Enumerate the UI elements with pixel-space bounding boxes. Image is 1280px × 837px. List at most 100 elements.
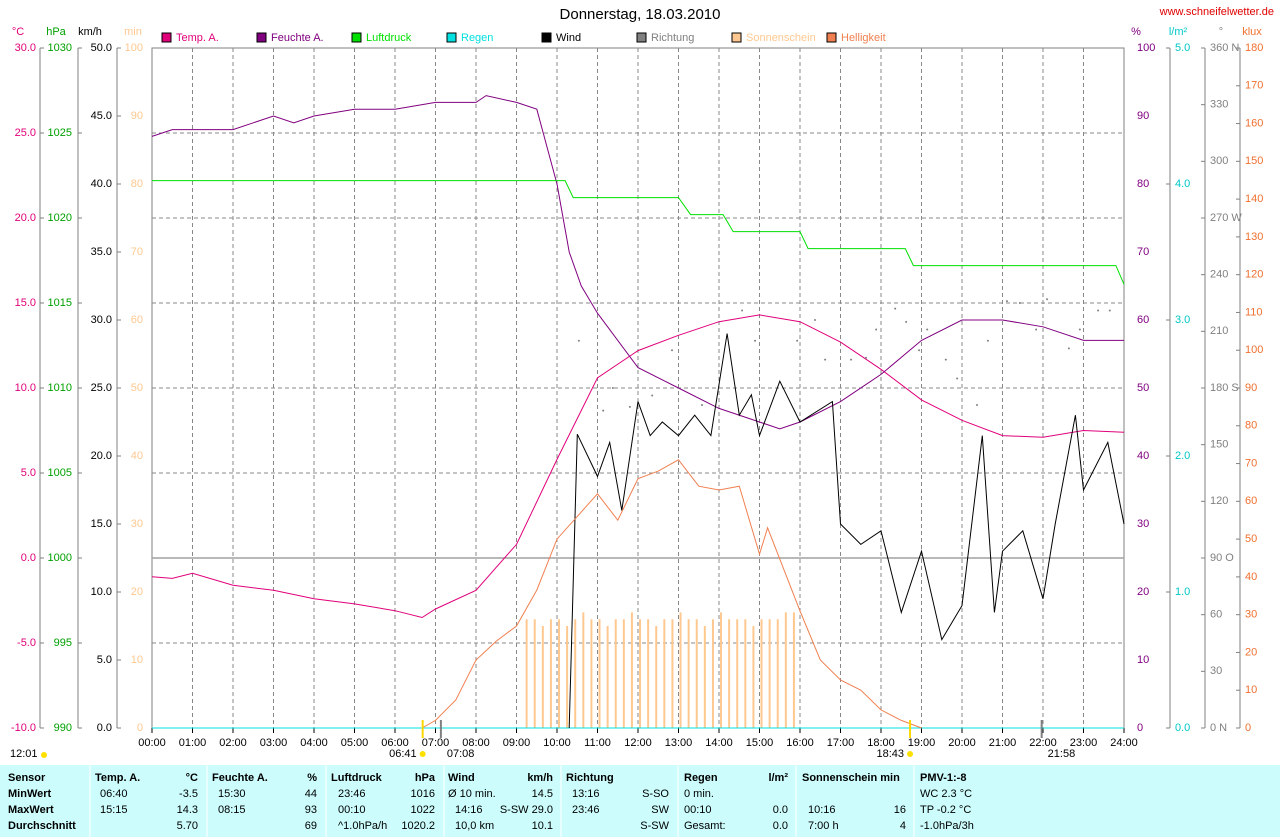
x-tick-label: 01:00 xyxy=(179,737,207,749)
table-cell: WC 2.3 °C xyxy=(920,788,972,800)
x-tick-label: 03:00 xyxy=(260,737,288,749)
data-point xyxy=(577,339,580,342)
y-tick-label: 995 xyxy=(54,637,72,649)
table-cell: 00:10 xyxy=(338,804,366,816)
y-tick-label: 240 xyxy=(1210,269,1228,281)
legend-label: Temp. A. xyxy=(176,32,219,44)
x-tick-label: 11:00 xyxy=(584,737,611,749)
y-tick-label: 0.0 xyxy=(21,552,36,564)
table-cell: 14:16 xyxy=(455,804,483,816)
table-cell: 08:15 xyxy=(218,804,246,816)
table-background xyxy=(0,765,1280,837)
data-line xyxy=(568,333,1125,729)
data-point xyxy=(1078,328,1081,331)
x-tick-label: 05:00 xyxy=(341,737,369,749)
legend-label: Richtung xyxy=(651,32,694,44)
table-cell: 00:10 xyxy=(684,804,712,816)
y-tick-label: 180 xyxy=(1245,42,1263,54)
sun-icon xyxy=(907,751,914,757)
x-tick-label: 23:00 xyxy=(1070,737,1098,749)
data-point xyxy=(1067,347,1070,350)
annotation-label: 18:43 xyxy=(877,748,905,760)
table-cell: 4 xyxy=(900,820,906,832)
legend-swatch xyxy=(826,32,837,43)
table-cell: 16 xyxy=(894,804,906,816)
y-tick-label: 990 xyxy=(54,722,72,734)
y-tick-label: 110 xyxy=(1245,306,1263,318)
y-tick-label: 100 xyxy=(1137,42,1155,54)
y-tick-label: 40 xyxy=(1137,450,1149,462)
axis-unit: °C xyxy=(12,26,24,38)
y-tick-label: 0.0 xyxy=(1175,722,1190,734)
y-tick-label: 30 xyxy=(131,518,143,530)
sun-icon xyxy=(41,752,47,758)
table-cell: 0.0 xyxy=(773,820,788,832)
data-point xyxy=(796,339,799,342)
table-header: Temp. A. xyxy=(95,772,140,784)
row-label: Durchschnitt xyxy=(8,820,76,832)
table-header: hPa xyxy=(415,772,436,784)
y-tick-label: 50.0 xyxy=(91,42,112,54)
y-tick-label: 180 S xyxy=(1210,382,1239,394)
legend-label: Regen xyxy=(461,32,493,44)
y-tick-label: 1020 xyxy=(48,212,72,224)
data-point xyxy=(824,358,827,361)
y-tick-label: 10.0 xyxy=(91,586,112,598)
y-tick-label: 70 xyxy=(131,246,143,258)
table-cell: 10.1 xyxy=(532,820,553,832)
data-point xyxy=(905,320,908,323)
y-tick-label: 60 xyxy=(1210,609,1222,621)
x-tick-label: 14:00 xyxy=(705,737,733,749)
table-cell: 10,0 km xyxy=(455,820,494,832)
y-tick-label: 90 O xyxy=(1210,552,1234,564)
table-cell: ^1.0hPa/h xyxy=(338,820,387,832)
y-tick-label: 100 xyxy=(1245,344,1263,356)
y-tick-label: 0 N xyxy=(1210,722,1227,734)
x-tick-label: 16:00 xyxy=(786,737,814,749)
x-tick-label: 17:00 xyxy=(827,737,855,749)
data-point xyxy=(700,404,703,406)
table-cell: 69 xyxy=(305,820,317,832)
x-tick-label: 04:00 xyxy=(300,737,328,749)
table-cell: SW xyxy=(651,804,669,816)
y-tick-label: 1005 xyxy=(48,467,72,479)
y-tick-label: 15.0 xyxy=(15,297,36,309)
x-tick-label: 06:00 xyxy=(381,737,409,749)
y-tick-label: 20 xyxy=(1245,646,1257,658)
y-tick-label: 10 xyxy=(131,654,143,666)
table-cell: S-SW 29.0 xyxy=(500,804,553,816)
x-tick-label: 18:00 xyxy=(867,737,895,749)
y-tick-label: 2.0 xyxy=(1175,450,1190,462)
table-cell: 93 xyxy=(305,804,317,816)
y-tick-label: 30 xyxy=(1210,665,1222,677)
legend-label: Feuchte A. xyxy=(271,32,324,44)
y-tick-label: 60 xyxy=(1137,314,1149,326)
y-tick-label: 90 xyxy=(1137,110,1149,122)
data-point xyxy=(671,349,674,352)
y-tick-label: 1000 xyxy=(48,552,72,564)
y-tick-label: 5.0 xyxy=(97,654,112,666)
legend-label: Helligkeit xyxy=(841,32,886,44)
row-label: MaxWert xyxy=(8,804,54,816)
y-tick-label: 160 xyxy=(1245,117,1263,129)
data-point xyxy=(926,328,929,331)
y-tick-label: 40.0 xyxy=(91,178,112,190)
y-tick-label: 70 xyxy=(1137,246,1149,258)
y-tick-label: 130 xyxy=(1245,231,1263,243)
x-tick-label: 12:00 xyxy=(624,737,652,749)
table-cell: 14.5 xyxy=(532,788,553,800)
y-tick-label: 60 xyxy=(1245,495,1257,507)
data-point xyxy=(602,409,605,412)
y-tick-label: 4.0 xyxy=(1175,178,1190,190)
y-tick-label: 20.0 xyxy=(91,450,112,462)
table-cell: -3.5 xyxy=(179,788,198,800)
table-cell: Gesamt: xyxy=(684,820,726,832)
y-tick-label: 45.0 xyxy=(91,110,112,122)
y-tick-label: 0 xyxy=(137,722,143,734)
legend-swatch xyxy=(161,32,172,43)
data-point xyxy=(741,309,744,312)
legend-swatch xyxy=(731,32,742,43)
table-header: °C xyxy=(186,772,198,784)
